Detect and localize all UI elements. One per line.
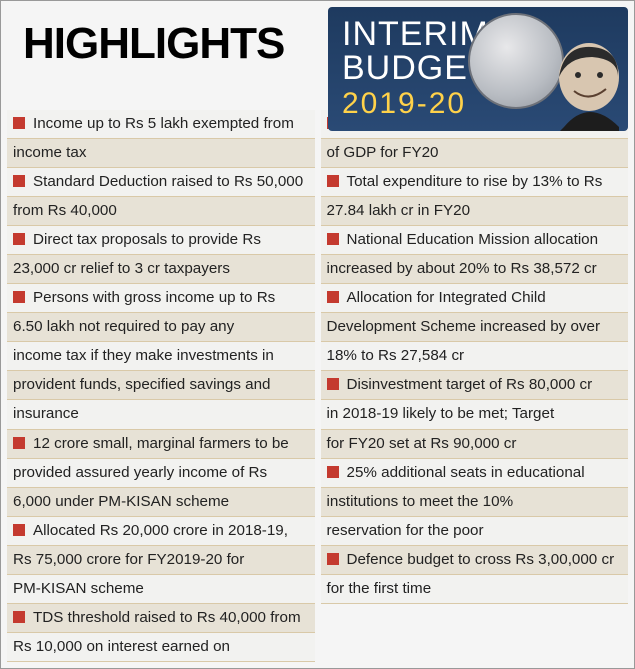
header-row: HIGHLIGHTS INTERIM BUDGET 2019-20 [1, 1, 634, 110]
highlight-line-first: Allocation for Integrated Child [321, 284, 629, 313]
highlight-line: 27.84 lakh cr in FY20 [321, 197, 629, 226]
bullet-icon [13, 117, 25, 129]
highlight-line: 23,000 cr relief to 3 cr taxpayers [7, 255, 315, 284]
bullet-icon [327, 233, 339, 245]
bullet-icon [13, 291, 25, 303]
highlight-line-first: Persons with gross income up to Rs [7, 284, 315, 313]
highlight-line: PM-KISAN scheme [7, 575, 315, 604]
highlight-line-first: Disinvestment target of Rs 80,000 cr [321, 371, 629, 400]
highlight-line: 6.50 lakh not required to pay any [7, 313, 315, 342]
left-column: Income up to Rs 5 lakh exempted frominco… [7, 110, 315, 662]
bullet-icon [327, 291, 339, 303]
highlight-line-first: 12 crore small, marginal farmers to be [7, 430, 315, 459]
highlight-line-first: Defence budget to cross Rs 3,00,000 cr [321, 546, 629, 575]
bullet-icon [327, 466, 339, 478]
columns: Income up to Rs 5 lakh exempted frominco… [1, 110, 634, 668]
highlight-line: 6,000 under PM-KISAN scheme [7, 488, 315, 517]
bullet-icon [13, 524, 25, 536]
highlight-line-first: National Education Mission allocation [321, 226, 629, 255]
highlight-line-first: Standard Deduction raised to Rs 50,000 [7, 168, 315, 197]
highlight-line: income tax if they make investments in [7, 342, 315, 371]
portrait-icon [534, 27, 628, 131]
highlight-line-first: Total expenditure to rise by 13% to Rs [321, 168, 629, 197]
bullet-icon [13, 611, 25, 623]
highlight-line-first: TDS threshold raised to Rs 40,000 from [7, 604, 315, 633]
highlight-line: increased by about 20% to Rs 38,572 cr [321, 255, 629, 284]
bullet-icon [327, 175, 339, 187]
highlight-line-first: Direct tax proposals to provide Rs [7, 226, 315, 255]
highlight-line: in 2018-19 likely to be met; Target [321, 400, 629, 429]
bullet-icon [13, 233, 25, 245]
bullet-icon [13, 175, 25, 187]
page-title: HIGHLIGHTS [23, 19, 284, 69]
highlight-line: Rs 75,000 crore for FY2019-20 for [7, 546, 315, 575]
highlight-line: of GDP for FY20 [321, 139, 629, 168]
highlight-line: institutions to meet the 10% [321, 488, 629, 517]
bullet-icon [327, 553, 339, 565]
bullet-icon [327, 378, 339, 390]
highlight-line-first: Allocated Rs 20,000 crore in 2018-19, [7, 517, 315, 546]
highlight-line-first: 25% additional seats in educational [321, 459, 629, 488]
highlight-line-first: Income up to Rs 5 lakh exempted from [7, 110, 315, 139]
infographic-root: HIGHLIGHTS INTERIM BUDGET 2019-20 Income… [0, 0, 635, 669]
highlight-line: for the first time [321, 575, 629, 604]
highlight-line: reservation for the poor [321, 517, 629, 546]
right-column: Current Account Deficit pegged at 2.5%of… [321, 110, 629, 662]
bullet-icon [13, 437, 25, 449]
highlight-line: from Rs 40,000 [7, 197, 315, 226]
highlight-line: for FY20 set at Rs 90,000 cr [321, 430, 629, 459]
highlight-line: provided assured yearly income of Rs [7, 459, 315, 488]
highlight-line: provident funds, specified savings and [7, 371, 315, 400]
highlight-line: Development Scheme increased by over [321, 313, 629, 342]
highlight-line: income tax [7, 139, 315, 168]
highlight-line: 18% to Rs 27,584 cr [321, 342, 629, 371]
highlight-line: Rs 10,000 on interest earned on [7, 633, 315, 662]
highlight-line: insurance [7, 400, 315, 429]
budget-badge: INTERIM BUDGET 2019-20 [328, 7, 628, 131]
